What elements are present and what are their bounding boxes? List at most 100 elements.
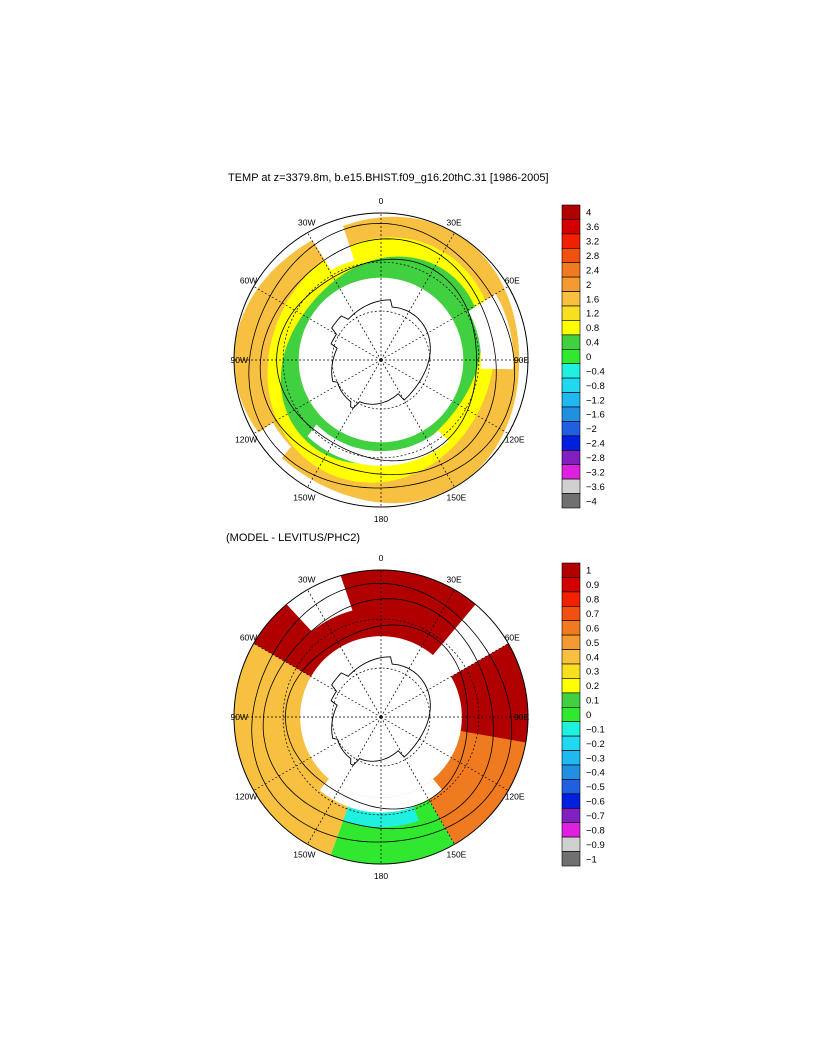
colorbar-swatch — [561, 721, 581, 737]
colorbar-swatch — [561, 822, 581, 838]
meridian-line — [380, 286, 509, 361]
colorbar-swatch — [561, 406, 581, 422]
colorbar-label: 2.4 — [586, 265, 599, 276]
colorbar-swatch — [561, 591, 581, 607]
longitude-label: 120E — [505, 792, 525, 802]
longitude-label: 60E — [505, 633, 520, 643]
contour-line — [284, 624, 469, 810]
colorbar-swatch — [561, 435, 581, 451]
colorbar-label: 1.6 — [586, 294, 599, 305]
colorbar-0: 4 3.6 3.2 2.8 2.4 2 1.6 1.2 0.8 0.4 0 −0.4 −0.8 −1.2 −… — [561, 204, 605, 509]
longitude-label: 30W — [298, 574, 315, 584]
colorbar-label: 0 — [586, 352, 591, 363]
longitude-label: 60W — [240, 633, 257, 643]
colorbar-label: −1 — [586, 854, 597, 865]
meridian-line — [253, 359, 382, 434]
colorbar-swatch — [561, 204, 581, 220]
colorbar-label: −1.6 — [586, 410, 605, 421]
colorbar-label: 0.8 — [586, 323, 599, 334]
colorbar-swatch — [561, 605, 581, 621]
longitude-label: 30E — [447, 217, 462, 227]
contour-line — [262, 598, 494, 830]
longitude-label: 60E — [505, 276, 520, 286]
longitude-label: 120E — [505, 435, 525, 445]
colorbar-label: 1 — [586, 566, 591, 577]
polar-map-1: 0 30E 60E 90E 120E 150E 180 150W 120W 90W 60W 30W — [231, 553, 530, 881]
colorbar-swatch — [561, 219, 581, 235]
colorbar-label: 0.4 — [586, 338, 599, 349]
colorbar-swatch — [561, 764, 581, 780]
colorbar-label: −0.9 — [586, 840, 605, 851]
longitude-label: 0 — [379, 196, 384, 206]
colorbar-swatch — [561, 248, 581, 264]
colorbar-label: −0.4 — [586, 366, 605, 377]
colorbar-swatch — [561, 392, 581, 408]
colorbar-swatch — [561, 233, 581, 249]
meridian-line — [307, 359, 382, 488]
colorbar-swatch — [561, 807, 581, 823]
colorbar-swatch — [561, 562, 581, 578]
colorbar-label: 0.8 — [586, 595, 599, 606]
colorbar-label: 1.2 — [586, 309, 599, 320]
meridian-line — [253, 286, 382, 361]
colorbar-swatch — [561, 649, 581, 665]
colorbar-label: 3.2 — [586, 237, 599, 248]
colorbar-label: −0.2 — [586, 739, 605, 750]
meridian-line — [253, 643, 382, 718]
meridian-line — [307, 716, 382, 845]
longitude-label: 180 — [374, 871, 388, 881]
colorbar-label: 0 — [586, 710, 591, 721]
longitude-label: 150W — [293, 493, 315, 503]
colorbar-1: 1 0.9 0.8 0.7 0.6 0.5 0.4 0.3 0.2 0.1 0 −0.1 −0.2 −0.… — [561, 562, 605, 867]
colorbar-swatch — [561, 276, 581, 292]
colorbar-swatch — [561, 663, 581, 679]
nodata-gap-ross — [307, 424, 449, 466]
colorbar-label: −0.7 — [586, 811, 605, 822]
longitude-label: 90W — [231, 712, 248, 722]
colorbar-label: 0.4 — [586, 652, 599, 663]
nodata-gap-ross — [319, 778, 443, 813]
colorbar-label: −1.2 — [586, 395, 605, 406]
meridian-line — [380, 716, 509, 791]
longitude-label: 90W — [231, 355, 248, 365]
colorbar-swatch — [561, 377, 581, 393]
colorbar-label: −0.5 — [586, 782, 605, 793]
colorbar-swatch — [561, 493, 581, 509]
colorbar-label: −2.8 — [586, 453, 605, 464]
colorbar-label: 0.9 — [586, 580, 599, 591]
meridian-line — [380, 716, 455, 845]
colorbar-label: 0.7 — [586, 609, 599, 620]
longitude-label: 60W — [240, 276, 257, 286]
colorbar-swatch — [561, 421, 581, 437]
colorbar-label: −0.1 — [586, 724, 605, 735]
colorbar-label: −2 — [586, 424, 597, 435]
meridian-line — [380, 359, 455, 488]
colorbar-label: −4 — [586, 496, 597, 507]
longitude-label: 90E — [514, 355, 529, 365]
meridian-line — [307, 589, 382, 718]
colorbar-swatch — [561, 793, 581, 809]
meridian-line — [380, 589, 455, 718]
colorbar-swatch — [561, 735, 581, 751]
colorbar-label: −0.8 — [586, 825, 605, 836]
colorbar-label: −3.2 — [586, 467, 605, 478]
colorbar-label: −0.4 — [586, 768, 605, 779]
colorbar-swatch — [561, 464, 581, 480]
chart-title-bottom: (MODEL - LEVITUS/PHC2) — [226, 532, 361, 544]
chart-title-top: TEMP at z=3379.8m, b.e15.BHIST.f09_g16.2… — [228, 172, 549, 184]
meridian-line — [380, 643, 509, 718]
colorbar-swatch — [561, 851, 581, 867]
colorbar-swatch — [561, 779, 581, 795]
longitude-label: 30E — [447, 574, 462, 584]
longitude-label: 30W — [298, 217, 315, 227]
colorbar-label: 0.1 — [586, 696, 599, 707]
longitude-label: 150E — [447, 850, 467, 860]
colorbar-swatch — [561, 291, 581, 307]
longitude-label: 180 — [374, 514, 388, 524]
meridian-line — [307, 232, 382, 361]
colorbar-swatch — [561, 634, 581, 650]
colorbar-swatch — [561, 478, 581, 494]
meridian-line — [253, 716, 382, 791]
